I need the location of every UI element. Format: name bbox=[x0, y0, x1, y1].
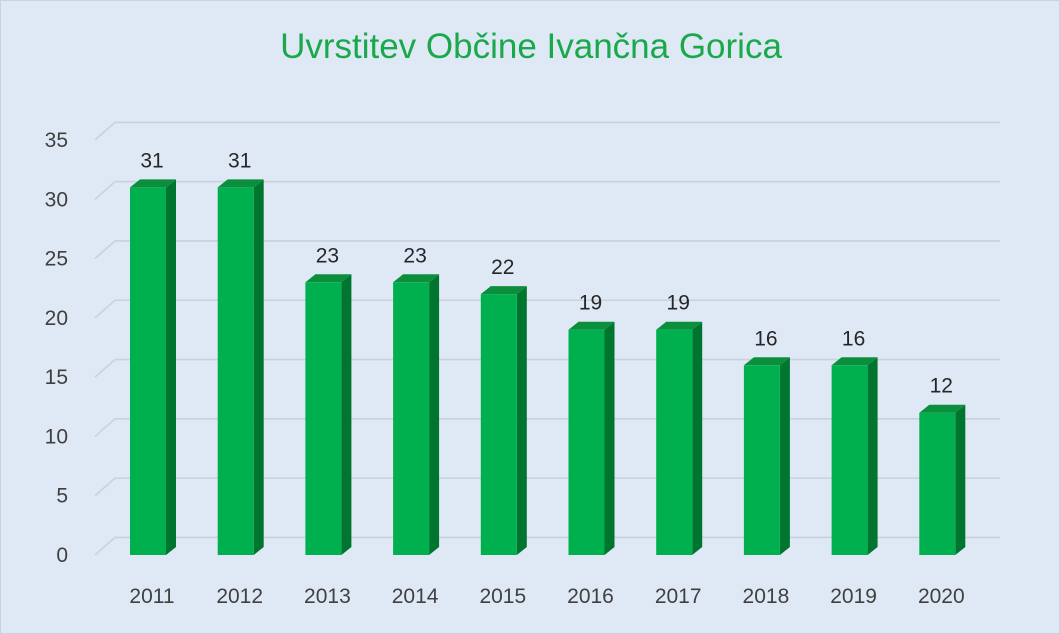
data-label: 31 bbox=[140, 149, 163, 172]
bar-front bbox=[743, 365, 780, 555]
gridline bbox=[94, 180, 1000, 200]
y-tick-label: 30 bbox=[45, 188, 68, 211]
x-tick-label: 2018 bbox=[743, 585, 790, 608]
bar bbox=[568, 321, 615, 555]
y-tick-label: 10 bbox=[45, 425, 68, 448]
y-tick-label: 5 bbox=[56, 485, 68, 508]
bar-side bbox=[779, 357, 790, 555]
y-tick-label: 20 bbox=[45, 307, 68, 330]
bar bbox=[480, 286, 527, 555]
bar-front bbox=[393, 282, 430, 555]
bar-top bbox=[217, 179, 264, 188]
data-label: 16 bbox=[842, 327, 865, 350]
x-tick-label: 2019 bbox=[830, 585, 877, 608]
bar-side bbox=[516, 286, 527, 555]
bar-top bbox=[656, 321, 703, 330]
y-tick-label: 15 bbox=[45, 366, 68, 389]
data-label: 31 bbox=[228, 149, 251, 172]
bar-top bbox=[393, 274, 440, 283]
bar bbox=[919, 404, 966, 555]
bar-top bbox=[480, 286, 527, 295]
data-label: 22 bbox=[491, 256, 514, 279]
x-tick-label: 2013 bbox=[304, 585, 351, 608]
bar bbox=[305, 274, 352, 555]
data-label: 19 bbox=[667, 292, 690, 315]
bar-top bbox=[305, 274, 352, 283]
bar-top bbox=[919, 404, 966, 413]
y-tick-label: 35 bbox=[45, 129, 68, 152]
data-label: 23 bbox=[316, 244, 339, 267]
gridline bbox=[94, 358, 1000, 378]
gridline bbox=[94, 536, 1000, 556]
bar-side bbox=[166, 179, 176, 555]
y-axis: 0 5 10 15 20 25 30 35 bbox=[45, 129, 68, 567]
x-tick-label: 2014 bbox=[392, 585, 439, 608]
bar-front bbox=[568, 329, 605, 555]
bar-side bbox=[604, 321, 615, 555]
chart-title: Uvrstitev Občine Ivančna Gorica bbox=[280, 27, 782, 66]
bar bbox=[217, 179, 264, 555]
bar-side bbox=[253, 179, 264, 555]
bar-side bbox=[341, 274, 352, 555]
bar-side bbox=[692, 321, 703, 555]
bar-top bbox=[831, 357, 878, 366]
data-label: 19 bbox=[579, 292, 602, 315]
bar-top bbox=[130, 179, 176, 188]
bar-top bbox=[743, 357, 790, 366]
gridline bbox=[94, 299, 1000, 319]
bar-front bbox=[305, 282, 342, 555]
bar-front bbox=[217, 187, 254, 555]
gridline bbox=[94, 240, 1000, 260]
bar bbox=[393, 274, 440, 555]
bar-side bbox=[429, 274, 440, 555]
y-tick-label: 0 bbox=[56, 544, 68, 567]
x-tick-label: 2016 bbox=[567, 585, 614, 608]
bar bbox=[743, 357, 790, 555]
x-tick-label: 2017 bbox=[655, 585, 702, 608]
data-label: 23 bbox=[403, 244, 426, 267]
bar-top bbox=[568, 321, 615, 330]
bar-front bbox=[656, 329, 693, 555]
bar-front bbox=[480, 294, 517, 555]
bar bbox=[831, 357, 878, 555]
x-tick-label: 2011 bbox=[129, 585, 174, 608]
bar-front bbox=[831, 365, 868, 555]
gridline bbox=[94, 418, 1000, 438]
gridline bbox=[94, 477, 1000, 497]
data-labels: 31 31 23 23 22 19 19 16 16 12 bbox=[140, 149, 953, 397]
x-tick-label: 2015 bbox=[479, 585, 526, 608]
bar bbox=[130, 179, 176, 555]
bars bbox=[130, 179, 966, 555]
x-tick-label: 2012 bbox=[216, 585, 263, 608]
bar-side bbox=[955, 404, 966, 555]
bar-side bbox=[867, 357, 878, 555]
bar-front bbox=[130, 187, 166, 555]
gridlines bbox=[94, 121, 1000, 556]
y-tick-label: 25 bbox=[45, 248, 68, 271]
gridline bbox=[94, 121, 1000, 141]
data-label: 16 bbox=[754, 327, 777, 350]
data-label: 12 bbox=[930, 375, 953, 398]
x-axis: 2011 2012 2013 2014 2015 2016 2017 2018 2019 2020 bbox=[129, 585, 964, 608]
bar bbox=[656, 321, 703, 555]
x-tick-label: 2020 bbox=[918, 585, 965, 608]
bar-front bbox=[919, 412, 956, 555]
